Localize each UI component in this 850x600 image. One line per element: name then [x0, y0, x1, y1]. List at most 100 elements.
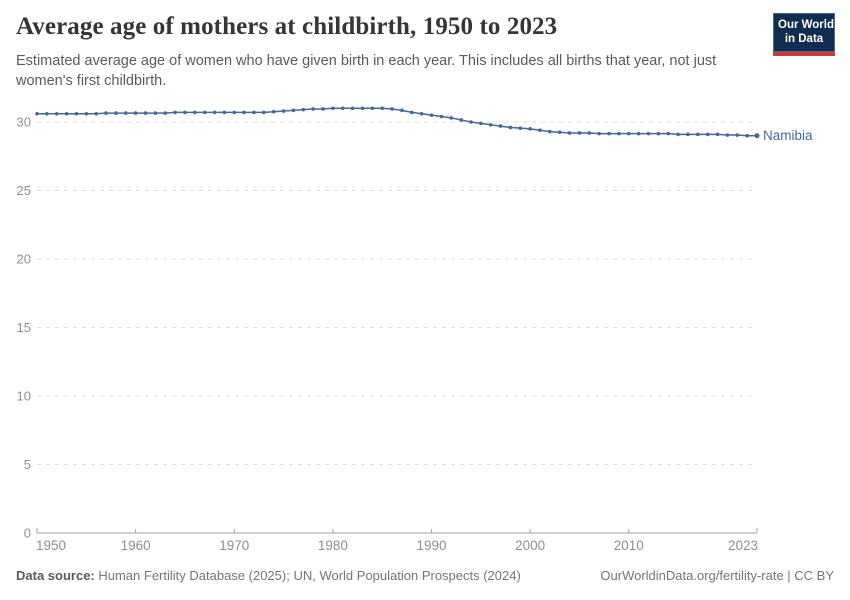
data-point-marker[interactable]	[212, 110, 217, 115]
data-point-marker[interactable]	[646, 131, 651, 136]
data-point-marker[interactable]	[715, 132, 720, 137]
data-point-marker[interactable]	[400, 108, 404, 113]
data-source-label: Data source:	[16, 568, 95, 583]
y-axis-tick-label: 5	[24, 457, 31, 472]
data-point-marker[interactable]	[183, 110, 187, 115]
data-point-marker[interactable]	[508, 125, 513, 130]
owid-url-license-link[interactable]: OurWorldinData.org/fertility-rate | CC B…	[600, 568, 834, 583]
owid-logo-text-line2: in Data	[784, 32, 824, 45]
data-point-marker[interactable]	[725, 133, 730, 137]
data-point-marker[interactable]	[222, 110, 227, 115]
x-axis-tick-label: 1950	[36, 538, 66, 553]
data-point-marker[interactable]	[488, 122, 493, 127]
data-point-marker[interactable]	[705, 132, 710, 137]
data-point-marker[interactable]	[409, 110, 414, 115]
data-point-marker[interactable]	[153, 111, 158, 115]
data-point-marker[interactable]	[636, 131, 641, 136]
data-point-marker[interactable]	[202, 110, 207, 115]
x-axis-tick-label: 2000	[515, 538, 545, 553]
data-point-marker[interactable]	[370, 106, 375, 111]
x-axis-tick-label: 1960	[121, 538, 151, 553]
data-point-marker[interactable]	[696, 132, 700, 137]
data-point-marker[interactable]	[419, 111, 424, 116]
data-point-marker[interactable]	[94, 111, 98, 116]
data-point-marker[interactable]	[74, 111, 79, 116]
data-point-marker[interactable]	[262, 110, 266, 115]
data-point-marker[interactable]	[676, 132, 680, 137]
data-point-marker[interactable]	[449, 116, 454, 120]
data-point-marker[interactable]	[133, 111, 138, 115]
data-point-marker[interactable]	[429, 113, 434, 117]
data-point-marker[interactable]	[360, 106, 365, 111]
y-axis-tick-label: 15	[17, 320, 31, 335]
data-point-marker[interactable]	[64, 111, 69, 116]
data-point-marker[interactable]	[271, 109, 276, 114]
x-axis-tick-label: 2023	[728, 538, 758, 553]
owid-logo-text-line1: Our World	[778, 19, 835, 31]
data-point-marker[interactable]	[193, 110, 197, 115]
chart-footer: Data source: Human Fertility Database (2…	[16, 568, 834, 583]
data-point-marker[interactable]	[459, 118, 463, 122]
data-point-marker[interactable]	[45, 111, 49, 116]
owid-logo-box: Our World in Data	[773, 13, 835, 52]
data-point-marker[interactable]	[607, 131, 611, 136]
data-point-marker[interactable]	[340, 106, 345, 111]
data-source-text: Human Fertility Database (2025); UN, Wor…	[94, 568, 521, 583]
data-point-marker[interactable]	[498, 124, 503, 128]
data-point-marker[interactable]	[104, 111, 108, 115]
data-point-marker[interactable]	[518, 126, 523, 130]
data-point-marker[interactable]	[626, 131, 631, 136]
data-point-marker[interactable]	[301, 107, 306, 112]
data-point-marker[interactable]	[163, 111, 168, 115]
data-point-marker[interactable]	[548, 129, 552, 134]
y-axis-tick-label: 25	[17, 183, 31, 198]
data-point-marker[interactable]	[528, 127, 532, 131]
data-point-marker[interactable]	[745, 133, 749, 138]
data-point-marker[interactable]	[242, 110, 246, 115]
data-point-marker[interactable]	[252, 110, 256, 115]
data-point-marker[interactable]	[656, 131, 661, 136]
data-point-marker[interactable]	[291, 108, 296, 113]
data-point-marker[interactable]	[173, 110, 177, 115]
data-point-marker[interactable]	[735, 133, 740, 137]
data-source-note: Data source: Human Fertility Database (2…	[16, 568, 521, 583]
data-point-marker[interactable]	[123, 111, 128, 115]
x-axis-tick-label: 1990	[416, 538, 446, 553]
data-point-marker[interactable]	[114, 111, 118, 115]
data-point-marker[interactable]	[439, 114, 444, 119]
owid-logo[interactable]: Our World in Data	[773, 13, 835, 56]
data-point-marker[interactable]	[331, 106, 335, 111]
x-axis-tick-label: 2010	[614, 538, 644, 553]
data-point-marker[interactable]	[754, 133, 760, 139]
data-point-marker[interactable]	[686, 132, 690, 137]
data-point-marker[interactable]	[587, 131, 592, 135]
data-point-marker[interactable]	[54, 111, 59, 116]
data-point-marker[interactable]	[617, 131, 621, 136]
data-point-marker[interactable]	[666, 131, 671, 136]
data-point-marker[interactable]	[479, 121, 483, 126]
series-end-label[interactable]: Namibia	[763, 128, 813, 143]
data-point-marker[interactable]	[281, 109, 286, 113]
data-point-marker[interactable]	[143, 111, 148, 115]
y-axis-tick-label: 20	[17, 252, 31, 267]
x-axis-tick-label: 1980	[318, 538, 348, 553]
data-point-marker[interactable]	[35, 111, 39, 116]
data-point-marker[interactable]	[350, 106, 355, 111]
data-point-marker[interactable]	[567, 131, 572, 135]
y-axis-tick-label: 30	[17, 115, 31, 130]
data-point-marker[interactable]	[557, 130, 562, 135]
data-point-marker[interactable]	[84, 111, 89, 116]
data-point-marker[interactable]	[321, 107, 325, 111]
data-point-marker[interactable]	[538, 128, 542, 133]
data-point-marker[interactable]	[390, 107, 394, 111]
data-point-marker[interactable]	[577, 131, 582, 135]
data-point-marker[interactable]	[469, 120, 473, 124]
data-point-marker[interactable]	[311, 107, 315, 111]
chart-subtitle: Estimated average age of women who have …	[16, 53, 717, 89]
data-point-marker[interactable]	[232, 110, 237, 115]
x-axis-tick-label: 1970	[219, 538, 249, 553]
data-point-marker[interactable]	[380, 106, 385, 111]
y-axis-tick-label: 10	[17, 389, 31, 404]
data-point-marker[interactable]	[597, 131, 601, 136]
